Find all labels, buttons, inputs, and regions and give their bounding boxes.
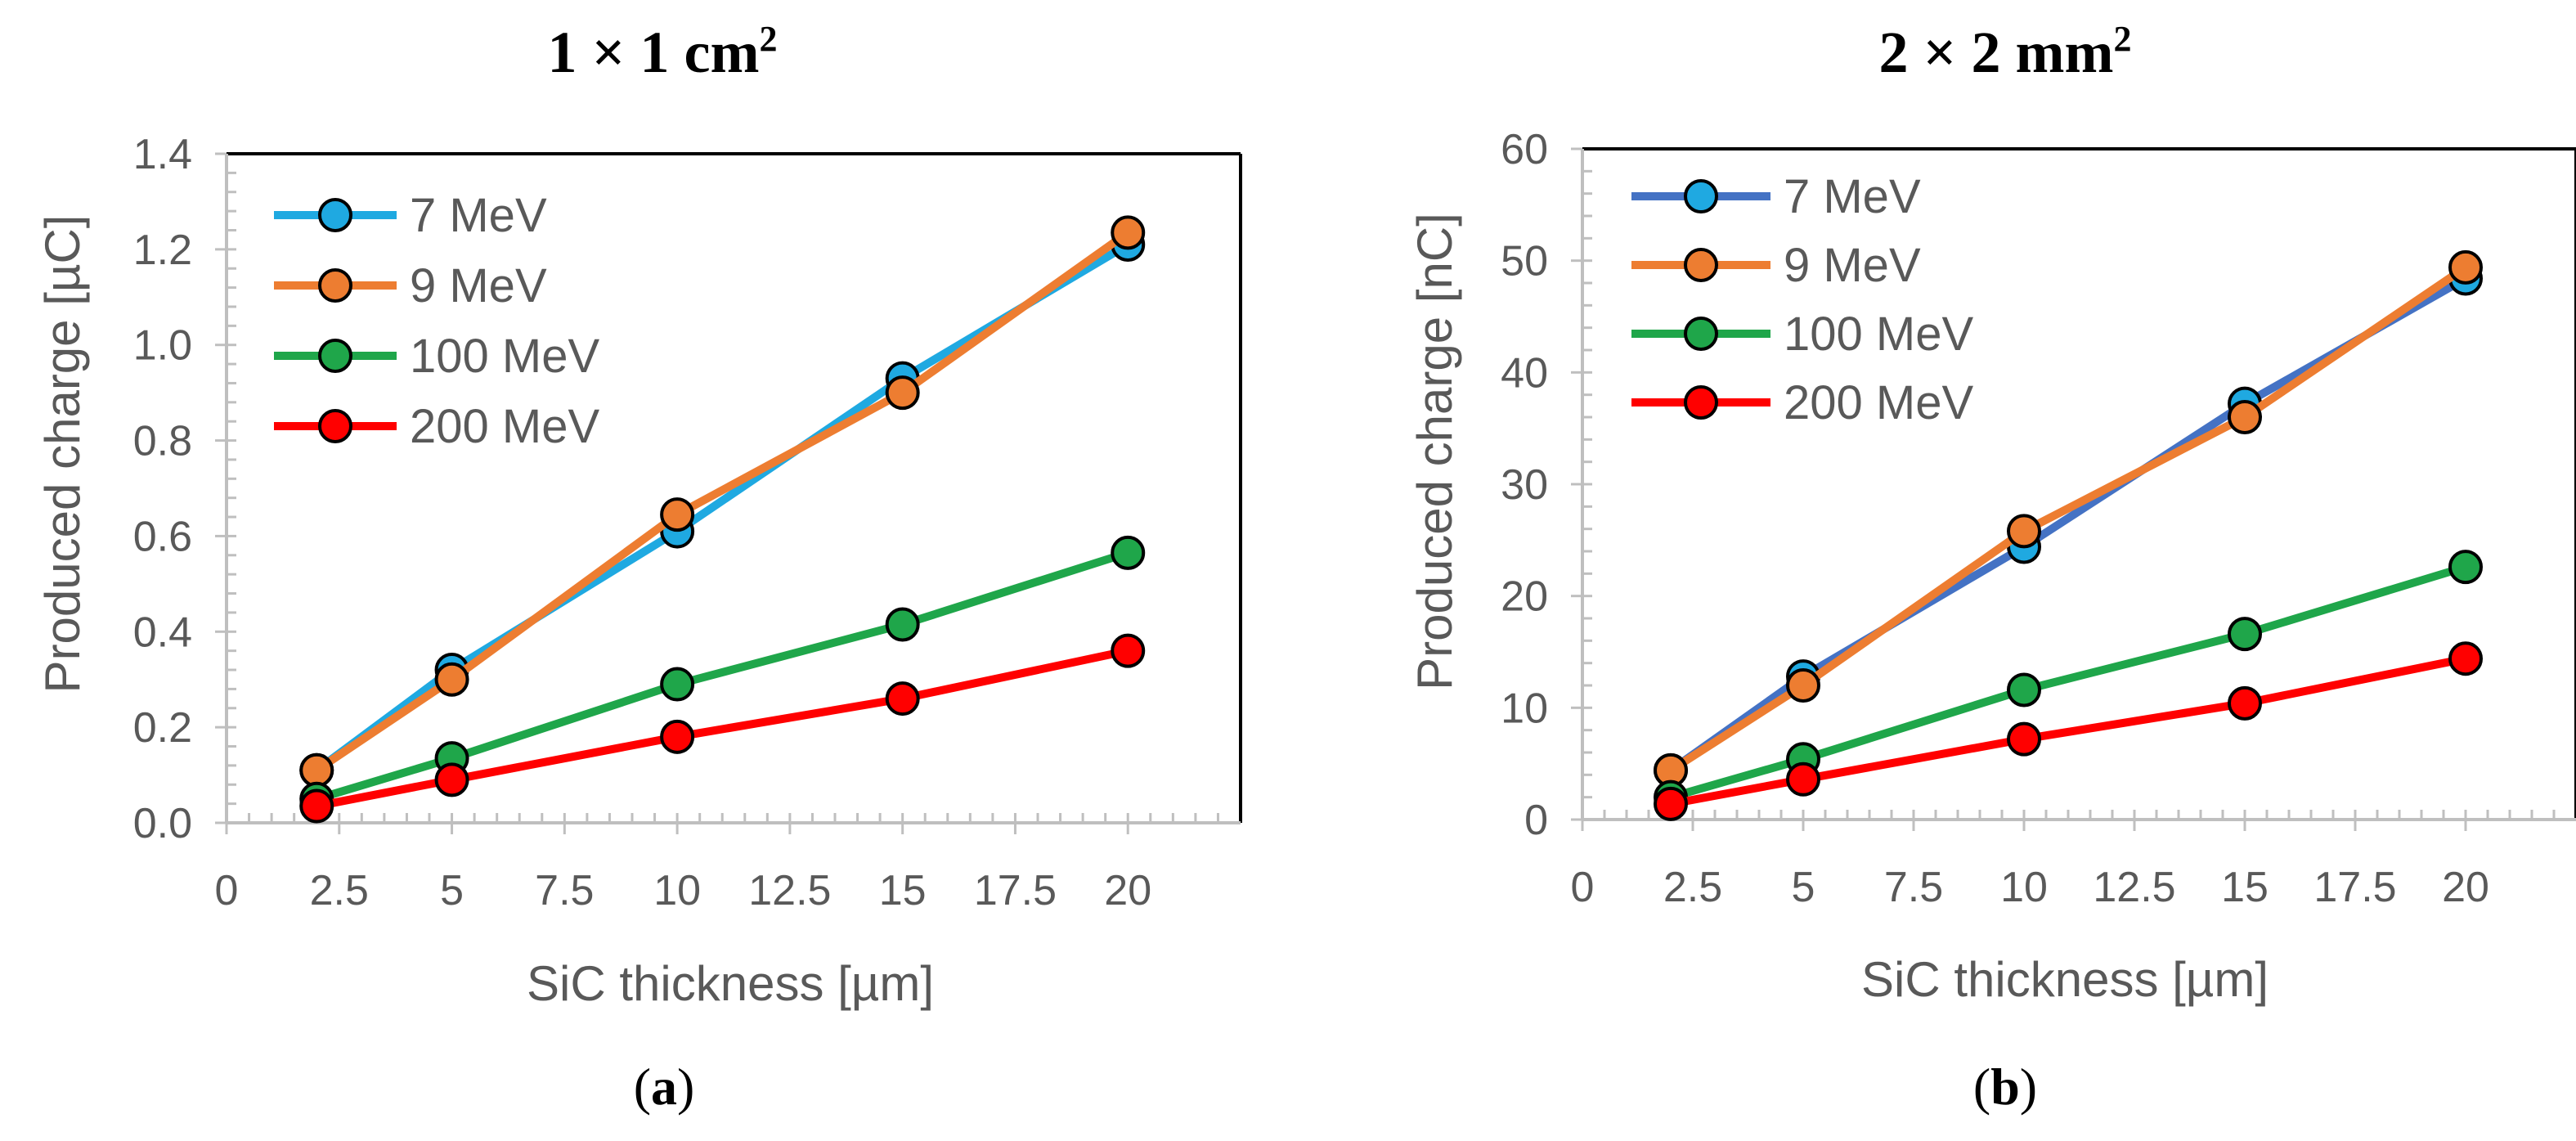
- chart-b-y-tick-label: 10: [1501, 685, 1548, 732]
- chart-b-point-200-mev: [2007, 721, 2041, 757]
- chart-a-x-tick-label: 20: [1104, 867, 1151, 914]
- chart-b-point-200-mev: [1786, 761, 1820, 797]
- chart-b-x-tick-label: 2.5: [1663, 864, 1722, 911]
- chart-b-x-tick-label: 5: [1792, 864, 1815, 911]
- chart-b-y-tick-label: 40: [1501, 349, 1548, 397]
- chart-b-legend-label-100-mev: 100 MeV: [1784, 308, 1973, 361]
- chart-a-y-tick-label: 0.6: [133, 513, 192, 560]
- chart-a-point-200-mev: [1111, 633, 1146, 668]
- chart-a-legend-marker-100-mev: [318, 339, 352, 373]
- chart-a-x-tick-label: 10: [653, 867, 701, 914]
- chart-a-legend-marker-7-mev: [318, 198, 352, 232]
- chart-a-legend-marker-9-mev: [318, 268, 352, 303]
- chart-b-x-tick-label: 15: [2221, 864, 2269, 911]
- chart-a-point-9-mev: [660, 497, 695, 532]
- chart-b-y-axis-label: Produced charge [nC]: [1407, 213, 1462, 690]
- chart-a-x-tick-label: 15: [879, 867, 927, 914]
- chart-a-point-200-mev: [299, 788, 334, 824]
- chart-a-point-9-mev: [885, 375, 920, 411]
- chart-a-point-100-mev: [660, 667, 695, 702]
- chart-a-point-9-mev: [1111, 215, 1146, 250]
- chart-b-x-tick-label: 10: [2000, 864, 2048, 911]
- chart-a-point-9-mev: [434, 662, 469, 697]
- chart-b-point-100-mev: [2448, 550, 2483, 585]
- chart-a-x-tick-label: 0: [215, 867, 239, 914]
- chart-a-legend-label-7-mev: 7 MeV: [410, 189, 547, 242]
- chart-a-point-100-mev: [1111, 535, 1146, 570]
- chart-b-point-100-mev: [2007, 672, 2041, 708]
- chart-a-legend-marker-200-mev: [318, 409, 352, 443]
- chart-b-point-200-mev: [1654, 786, 1688, 821]
- chart-a-y-tick-label: 1.4: [133, 131, 192, 178]
- chart-a-point-100-mev: [885, 607, 920, 642]
- chart-b-legend-label-9-mev: 9 MeV: [1784, 239, 1921, 292]
- chart-b-y-tick-label: 0: [1524, 797, 1548, 844]
- chart-a-x-axis-label: SiC thickness [µm]: [527, 956, 934, 1011]
- chart-b-x-tick-label: 12.5: [2093, 864, 2175, 911]
- chart-b-caption: (b): [1973, 1058, 2037, 1116]
- chart-b-point-200-mev: [2228, 685, 2262, 721]
- chart-a-point-200-mev: [885, 681, 920, 716]
- chart-b-y-tick-label: 30: [1501, 461, 1548, 509]
- chart-b-point-200-mev: [2448, 641, 2483, 676]
- chart-a-legend-label-9-mev: 9 MeV: [410, 259, 547, 312]
- chart-b-y-tick-label: 20: [1501, 573, 1548, 621]
- chart-b-y-tick-label: 60: [1501, 126, 1548, 173]
- chart-b-legend-label-7-mev: 7 MeV: [1784, 170, 1921, 223]
- chart-b-point-9-mev: [2228, 400, 2262, 434]
- chart-b-y-tick-label: 50: [1501, 238, 1548, 285]
- chart-a-x-tick-label: 2.5: [310, 867, 369, 914]
- chart-b-point-9-mev: [2007, 514, 2041, 549]
- chart-a-caption: (a): [634, 1058, 695, 1116]
- chart-a-y-tick-label: 0.4: [133, 609, 192, 656]
- chart-a-x-tick-label: 17.5: [974, 867, 1057, 914]
- chart-b-point-100-mev: [2228, 617, 2262, 652]
- chart-b-x-tick-label: 20: [2442, 864, 2489, 911]
- chart-a-y-tick-label: 0.0: [133, 800, 192, 847]
- chart-a-title-superscript: 2: [759, 19, 777, 59]
- chart-b-legend-marker-200-mev: [1684, 385, 1718, 420]
- chart-a-legend-label-200-mev: 200 MeV: [410, 400, 599, 453]
- chart-b-x-tick-label: 7.5: [1884, 864, 1943, 911]
- chart-b-point-9-mev: [2448, 249, 2483, 285]
- chart-a-y-tick-label: 0.2: [133, 704, 192, 752]
- chart-b-x-axis-label: SiC thickness [µm]: [1861, 952, 2269, 1007]
- chart-b-title-superscript: 2: [2113, 19, 2131, 59]
- chart-a-y-tick-label: 0.8: [133, 418, 192, 465]
- chart-a-x-tick-label: 12.5: [748, 867, 831, 914]
- chart-b-point-9-mev: [1786, 668, 1820, 703]
- chart-a-point-9-mev: [299, 752, 334, 788]
- chart-a-y-axis-label: Produced charge [µC]: [35, 215, 90, 694]
- chart-b-title: 2 × 2 mm2: [1879, 19, 2132, 85]
- chart-a-title: 1 × 1 cm2: [548, 19, 778, 85]
- chart-a-legend-label-100-mev: 100 MeV: [410, 330, 599, 383]
- chart-a-x-tick-label: 5: [440, 867, 464, 914]
- chart-b-legend-marker-9-mev: [1684, 248, 1718, 282]
- chart-b-x-tick-label: 0: [1571, 864, 1595, 911]
- chart-b-legend-label-200-mev: 200 MeV: [1784, 376, 1973, 429]
- chart-a-point-200-mev: [434, 762, 469, 797]
- chart-a: 1 × 1 cm2 0 2.5 5 7.5 10 12.5 15 17.5 20 0.0 0.2 0.…: [35, 19, 1242, 1116]
- chart-b-legend-marker-100-mev: [1684, 317, 1718, 351]
- chart-b: 2 × 2 mm2 0 2.5 5 7.5 10 12.5 15 17.5 20 0 10 20 30 4…: [1407, 19, 2576, 1116]
- chart-a-y-tick-label: 1.0: [133, 322, 192, 370]
- chart-b-x-tick-label: 17.5: [2313, 864, 2396, 911]
- chart-a-x-tick-label: 7.5: [535, 867, 594, 914]
- chart-a-point-200-mev: [660, 719, 695, 754]
- chart-a-y-tick-label: 1.2: [133, 227, 192, 274]
- chart-b-legend-marker-7-mev: [1684, 179, 1718, 213]
